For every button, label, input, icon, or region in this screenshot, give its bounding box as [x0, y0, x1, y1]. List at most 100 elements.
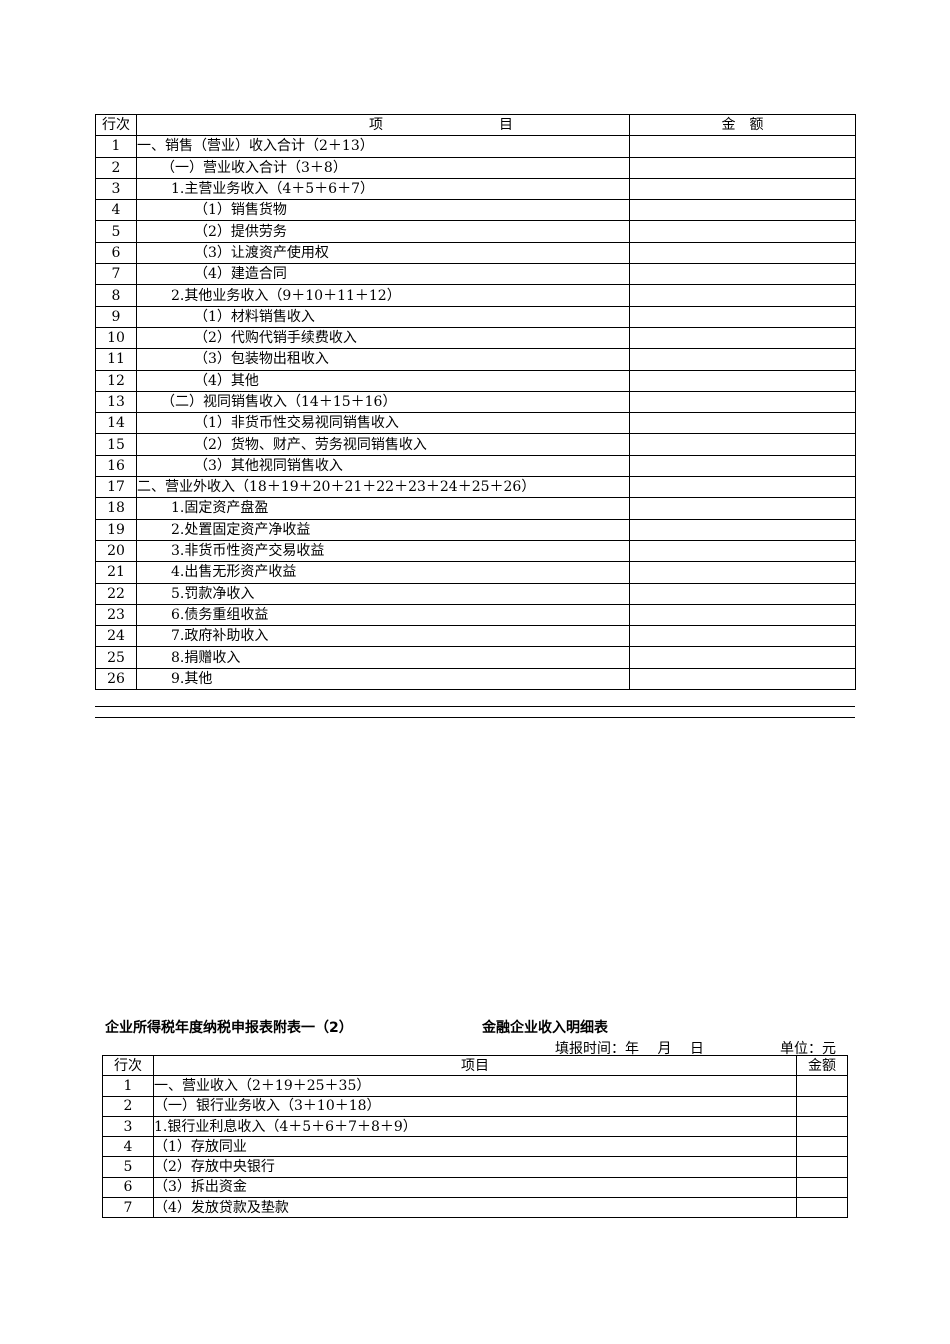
divider-line — [95, 706, 855, 707]
row-number: 23 — [95, 603, 137, 627]
amount-cell[interactable] — [796, 1136, 848, 1158]
financial-income-table: 行次 项目 金额 1 一、营业收入（2＋19＋25＋35） 2 （一）银行业务收入（3… — [102, 1054, 848, 1219]
header-row-number: 行次 — [102, 1054, 154, 1077]
row-label: 6.债务重组收益 — [136, 603, 630, 627]
sales-income-table: 行次 项目 金 额 1 一、销售（营业）收入合计（2＋13） 2 （一）营业收入合计（… — [95, 113, 856, 691]
amount-cell[interactable] — [629, 326, 856, 350]
row-label: 1.固定资产盘盈 — [136, 497, 630, 520]
table-row: 23 6.债务重组收益 — [95, 603, 856, 627]
row-label: （1）销售货物 — [136, 199, 630, 222]
amount-cell[interactable] — [629, 412, 856, 435]
row-label: 二、营业外收入（18＋19＋20＋21＋22＋23＋24＋25＋26） — [136, 476, 630, 499]
row-number: 7 — [102, 1197, 154, 1219]
amount-cell[interactable] — [629, 241, 856, 265]
row-label: 4.出售无形资产收益 — [136, 561, 630, 584]
amount-cell[interactable] — [629, 476, 856, 499]
row-label: （一）营业收入合计（3＋8） — [136, 156, 630, 179]
amount-cell[interactable] — [629, 156, 856, 179]
row-number: 9 — [95, 305, 137, 328]
row-label: （2）货物、财产、劳务视同销售收入 — [136, 433, 630, 456]
row-label: （2）代购代销手续费收入 — [136, 326, 630, 350]
row-label: （1）材料销售收入 — [136, 305, 630, 328]
row-label: （3）其他视同销售收入 — [136, 454, 630, 478]
row-number: 21 — [95, 561, 137, 584]
table-row: 1 一、销售（营业）收入合计（2＋13） — [95, 135, 856, 158]
row-number: 7 — [95, 263, 137, 286]
amount-cell[interactable] — [796, 1095, 848, 1117]
row-number: 2 — [95, 156, 137, 179]
table-row: 18 1.固定资产盘盈 — [95, 497, 856, 520]
row-label: 9.其他 — [136, 667, 630, 691]
row-label: （4）建造合同 — [136, 263, 630, 286]
amount-cell[interactable] — [629, 518, 856, 541]
amount-cell[interactable] — [629, 582, 856, 605]
amount-cell[interactable] — [796, 1176, 848, 1199]
row-label: 2.其他业务收入（9＋10＋11＋12） — [136, 284, 630, 307]
row-number: 1 — [102, 1075, 154, 1097]
amount-cell[interactable] — [629, 539, 856, 563]
row-number: 2 — [102, 1095, 154, 1117]
amount-cell[interactable] — [629, 369, 856, 392]
amount-cell[interactable] — [629, 497, 856, 520]
row-label: 1.主营业务收入（4＋5＋6＋7） — [136, 177, 630, 201]
table-row: 1 一、营业收入（2＋19＋25＋35） — [102, 1075, 848, 1097]
table-row: 11 （3）包装物出租收入 — [95, 348, 856, 371]
table-row: 10 （2）代购代销手续费收入 — [95, 326, 856, 350]
row-label: （4）其他 — [136, 369, 630, 392]
amount-cell[interactable] — [629, 603, 856, 627]
table-header-row: 行次 项目 金额 — [102, 1054, 848, 1077]
amount-cell[interactable] — [629, 667, 856, 691]
amount-cell[interactable] — [629, 199, 856, 222]
amount-cell[interactable] — [796, 1115, 848, 1138]
header-amount: 金 额 — [629, 113, 856, 137]
table-row: 3 1.主营业务收入（4＋5＋6＋7） — [95, 177, 856, 201]
row-number: 3 — [95, 177, 137, 201]
row-label: 3.非货币性资产交易收益 — [136, 539, 630, 563]
amount-cell[interactable] — [629, 284, 856, 307]
row-label: 5.罚款净收入 — [136, 582, 630, 605]
row-number: 10 — [95, 326, 137, 350]
amount-cell[interactable] — [629, 454, 856, 478]
amount-cell[interactable] — [629, 646, 856, 669]
table-header-row: 行次 项目 金 额 — [95, 113, 856, 137]
divider-line — [95, 717, 855, 718]
amount-cell[interactable] — [629, 625, 856, 648]
table-row: 5 （2）存放中央银行 — [102, 1156, 848, 1178]
table-row: 17 二、营业外收入（18＋19＋20＋21＋22＋23＋24＋25＋26） — [95, 476, 856, 499]
table-row: 16 （3）其他视同销售收入 — [95, 454, 856, 478]
table-row: 2 （一）银行业务收入（3＋10＋18） — [102, 1095, 848, 1117]
amount-cell[interactable] — [629, 390, 856, 414]
amount-cell[interactable] — [629, 348, 856, 371]
row-label: 8.捐赠收入 — [136, 646, 630, 669]
row-number: 20 — [95, 539, 137, 563]
amount-cell[interactable] — [629, 177, 856, 201]
amount-cell[interactable] — [629, 305, 856, 328]
row-number: 8 — [95, 284, 137, 307]
amount-cell[interactable] — [629, 263, 856, 286]
row-number: 19 — [95, 518, 137, 541]
table-row: 24 7.政府补助收入 — [95, 625, 856, 648]
row-number: 13 — [95, 390, 137, 414]
row-number: 5 — [102, 1156, 154, 1178]
table-row: 12 （4）其他 — [95, 369, 856, 392]
row-number: 26 — [95, 667, 137, 691]
row-label: （3）拆出资金 — [153, 1176, 797, 1199]
row-number: 12 — [95, 369, 137, 392]
row-label: （2）存放中央银行 — [153, 1156, 797, 1178]
row-number: 4 — [102, 1136, 154, 1158]
row-number: 6 — [102, 1176, 154, 1199]
amount-cell[interactable] — [629, 220, 856, 243]
amount-cell[interactable] — [629, 561, 856, 584]
row-number: 11 — [95, 348, 137, 371]
row-number: 25 — [95, 646, 137, 669]
header-item: 项目 — [136, 113, 630, 137]
amount-cell[interactable] — [629, 433, 856, 456]
table-row: 8 2.其他业务收入（9＋10＋11＋12） — [95, 284, 856, 307]
amount-cell[interactable] — [629, 135, 856, 158]
amount-cell[interactable] — [796, 1197, 848, 1219]
table-row: 15 （2）货物、财产、劳务视同销售收入 — [95, 433, 856, 456]
table-row: 9 （1）材料销售收入 — [95, 305, 856, 328]
amount-cell[interactable] — [796, 1075, 848, 1097]
amount-cell[interactable] — [796, 1156, 848, 1178]
row-number: 24 — [95, 625, 137, 648]
